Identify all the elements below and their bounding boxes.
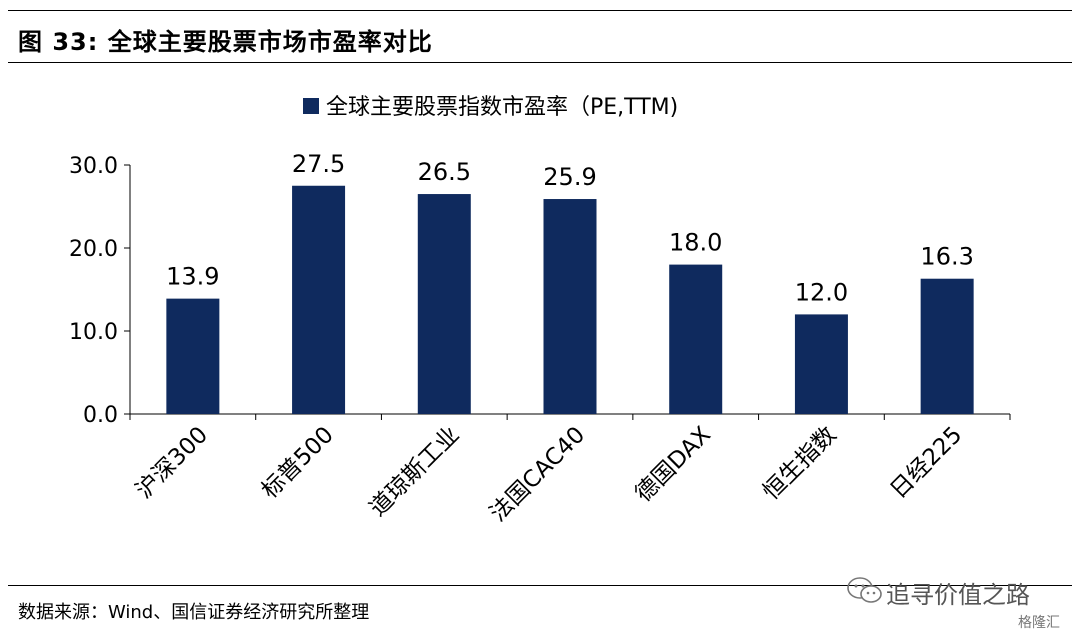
bar [543, 199, 597, 414]
bar [166, 298, 220, 414]
bar [794, 314, 848, 414]
watermark: 追寻价值之路 格隆汇 [842, 572, 1074, 632]
data-label: 26.5 [418, 158, 471, 186]
legend-swatch [303, 98, 319, 114]
watermark-logo-text: 格隆汇 [1018, 615, 1060, 631]
x-tick-label: 法国CAC40 [485, 422, 590, 527]
x-tick-label: 标普500 [257, 422, 339, 504]
source-note: 数据来源：Wind、国信证券经济研究所整理 [18, 602, 370, 623]
bar [920, 278, 974, 414]
x-tick-label: 日经225 [885, 422, 967, 504]
data-label: 12.0 [795, 278, 848, 306]
x-tick-label: 沪深300 [131, 422, 213, 504]
data-label: 27.5 [292, 150, 345, 178]
data-label: 18.0 [669, 229, 722, 257]
figure-title: 图 33: 全球主要股票市场市盈率对比 [18, 28, 433, 56]
y-tick-label: 20.0 [69, 237, 118, 262]
bar [669, 264, 723, 414]
x-tick-label: 德国DAX [631, 422, 717, 508]
data-label: 16.3 [920, 243, 973, 271]
x-tick-label: 道琼斯工业 [365, 422, 465, 522]
y-tick-label: 0.0 [83, 403, 118, 428]
bar-chart: 全球主要股票指数市盈率（PE,TTM) 0.0 10.0 20.0 30.0 13.9… [69, 95, 1011, 527]
watermark-text: 追寻价值之路 [886, 581, 1030, 609]
y-tick-label: 10.0 [69, 320, 118, 345]
data-label: 25.9 [543, 163, 596, 191]
top-rule [8, 10, 1072, 11]
bar [417, 194, 471, 414]
wechat-icon [847, 577, 882, 603]
y-tick-label: 30.0 [69, 154, 118, 179]
data-label: 13.9 [166, 263, 219, 291]
bar [292, 185, 346, 414]
title-rule [8, 62, 1072, 63]
bottom-rule [8, 585, 1072, 586]
x-tick-label: 恒生指数 [758, 422, 841, 505]
legend-label: 全球主要股票指数市盈率（PE,TTM) [326, 95, 678, 120]
